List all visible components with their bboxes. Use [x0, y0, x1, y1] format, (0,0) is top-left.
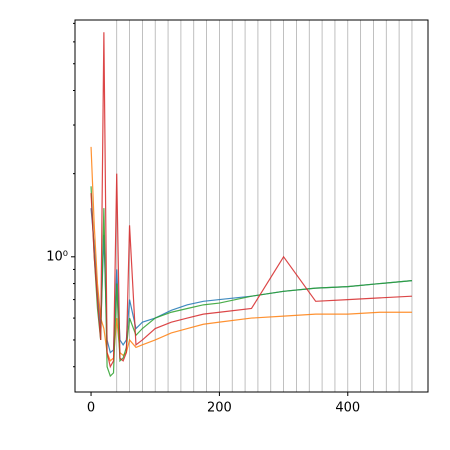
x-tick-label: 0 [87, 401, 95, 416]
x-tick-label: 400 [335, 401, 360, 416]
axes-frame [74, 19, 429, 393]
y-tick-label: 10⁰ [46, 249, 68, 264]
series-line [90, 146, 412, 362]
series-line [90, 208, 413, 354]
series-line [90, 32, 412, 369]
x-tick-label: 200 [207, 401, 232, 416]
series-line [90, 186, 413, 378]
